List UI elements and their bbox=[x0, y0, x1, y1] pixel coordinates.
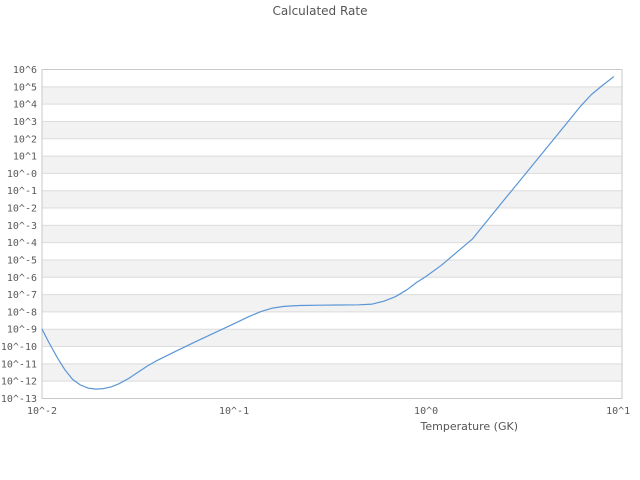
decade-band bbox=[42, 277, 622, 295]
rate-curve bbox=[41, 76, 615, 390]
decade-band bbox=[42, 121, 622, 139]
y-tick-label: 10^1 bbox=[13, 152, 37, 163]
x-tick-label: 10^-1 bbox=[219, 406, 249, 417]
y-tick-label: 10^-4 bbox=[7, 238, 37, 249]
x-tick-label: 10^0 bbox=[414, 406, 438, 417]
chart-title: Calculated Rate bbox=[272, 4, 368, 18]
decade-band bbox=[42, 311, 622, 330]
x-tick-label: 10^1 bbox=[606, 406, 630, 417]
y-tick-label: 10^-10 bbox=[1, 342, 37, 353]
decade-band bbox=[42, 259, 622, 278]
y-tick-label: 10^-3 bbox=[7, 221, 37, 232]
y-tick-label: 10^4 bbox=[13, 100, 37, 111]
decade-band bbox=[42, 69, 622, 87]
y-tick-label: 10^3 bbox=[13, 117, 37, 128]
y-tick-label: 10^-1 bbox=[7, 186, 37, 197]
decade-band bbox=[42, 294, 622, 312]
y-tick-label: 10^-11 bbox=[1, 359, 37, 370]
y-tick-label: 10^-13 bbox=[1, 394, 37, 405]
decade-band bbox=[42, 173, 622, 191]
y-tick-label: 10^2 bbox=[13, 134, 37, 145]
plot-border bbox=[41, 69, 623, 399]
y-tick-label: 10^-5 bbox=[7, 255, 37, 266]
decade-band bbox=[42, 86, 622, 105]
y-tick-label: 10^-2 bbox=[7, 204, 37, 215]
x-tick-label: 10^-2 bbox=[27, 406, 57, 417]
decade-band bbox=[42, 208, 622, 226]
y-tick-label: 10^-7 bbox=[7, 290, 37, 301]
y-tick-label: 10^-6 bbox=[7, 273, 37, 284]
y-tick-label: 10^-12 bbox=[1, 377, 37, 388]
x-axis-title: Temperature (GK) bbox=[420, 420, 519, 433]
y-tick-label: 10^-9 bbox=[7, 325, 37, 336]
decade-band bbox=[42, 381, 622, 399]
y-tick-label: 10^-0 bbox=[7, 169, 37, 180]
decade-band bbox=[42, 190, 622, 209]
decade-band bbox=[42, 138, 622, 157]
y-tick-label: 10^6 bbox=[13, 65, 37, 76]
decade-band bbox=[42, 104, 622, 122]
y-tick-label: 10^5 bbox=[13, 82, 37, 93]
decade-band bbox=[42, 363, 622, 382]
decade-band bbox=[42, 242, 622, 260]
y-tick-label: 10^-8 bbox=[7, 307, 37, 318]
decade-band bbox=[42, 329, 622, 347]
decade-band bbox=[42, 346, 622, 364]
decade-band bbox=[42, 156, 622, 174]
decade-band bbox=[42, 225, 622, 243]
